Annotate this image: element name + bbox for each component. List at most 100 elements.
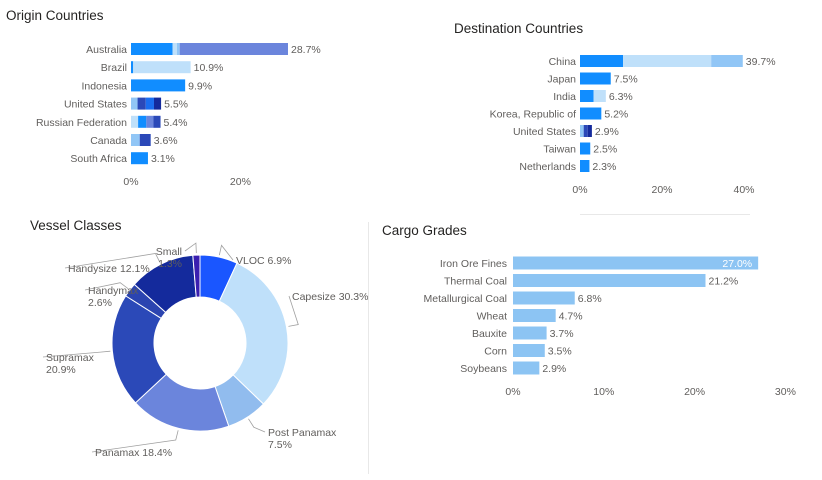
data-label-metallurgical-coal: 6.8% [578,293,602,305]
slice-label-line: 20.9% [46,364,76,376]
vessel-classes-chart: VLOC 6.9%Capesize 30.3%Post Panamax 7.5%P… [42,242,368,459]
leader-line-handymax [84,282,129,291]
bar-thermal-coal [513,274,706,287]
slice-label-post: Post Panamax 7.5% [268,427,337,451]
bar-segment-india-1 [593,90,606,102]
slice-label-line: Small [156,246,182,258]
category-label-korea-republic-of: Korea, Republic of [490,109,576,121]
bar-metallurgical-coal [513,291,575,305]
slice-label-panamax: Panamax 18.4% [95,447,172,459]
data-label-indonesia: 9.9% [188,80,212,92]
bar-segment-japan-0 [580,72,611,85]
slice-label-line: 2.6% [88,297,112,309]
category-label-south-africa: South Africa [70,153,127,165]
bar-segment-korea-republic-of-0 [580,107,602,120]
leader-line-small [184,242,197,254]
data-label-wheat: 4.7% [559,311,583,323]
leader-line-vloc [218,244,234,261]
category-label-australia: Australia [86,44,127,56]
bar-wheat [513,309,556,322]
category-label-canada: Canada [90,135,127,147]
bar-corn [513,344,545,357]
bar-segment-united-states-3 [153,97,162,110]
bar-segment-taiwan-0 [580,142,591,155]
bar-segment-australia-3 [179,43,288,55]
bar-segment-china-1 [623,55,712,67]
slice-label-vloc: VLOC 6.9% [236,255,291,267]
leader-line-capesize [288,295,299,327]
data-label-thermal-coal: 21.2% [708,276,738,288]
slice-label-line: Handysize 12.1% [68,263,150,275]
bar-segment-russian-federation-0 [131,115,139,128]
bar-segment-russian-federation-1 [138,115,147,128]
data-label-netherlands: 2.3% [592,161,616,173]
category-label-china: China [549,56,577,68]
x-tick-label-0: 0% [123,176,138,188]
x-tick-label-10: 10% [593,386,614,398]
category-label-united-states: United States [513,126,576,138]
category-label-indonesia: Indonesia [81,80,127,92]
bar-segment-united-states-0 [131,97,138,110]
data-label-united-states: 2.9% [595,126,619,138]
category-label-taiwan: Taiwan [543,144,576,156]
slice-label-line: 7.5% [268,439,292,451]
slice-label-supramax: Supramax 20.9% [46,352,95,376]
bar-segment-australia-2 [176,43,180,55]
data-label-australia: 28.7% [291,44,321,56]
x-tick-label-20: 20% [230,176,251,188]
category-label-corn: Corn [484,346,507,358]
data-label-canada: 3.6% [154,135,178,147]
slice-label-capesize: Capesize 30.3% [292,291,368,303]
category-label-japan: Japan [547,74,576,86]
x-tick-label-0: 0% [505,386,520,398]
bar-segment-united-states-1 [583,125,588,137]
leader-line-panamax [91,430,179,453]
x-tick-label-20: 20% [684,386,705,398]
bar-segment-russian-federation-2 [146,115,154,128]
bar-segment-canada-0 [131,134,140,146]
bar-bauxite [513,326,547,340]
x-tick-label-0: 0% [572,184,587,196]
category-label-wheat: Wheat [477,311,507,323]
slice-label-line: VLOC 6.9% [236,255,291,267]
slice-label-line: Post Panamax [268,427,337,439]
slice-label-line: Panamax 18.4% [95,447,172,459]
x-tick-label-20: 20% [651,184,672,196]
category-label-russian-federation: Russian Federation [36,117,127,129]
category-label-brazil: Brazil [101,62,127,74]
slice-label-handymax: Handymax 2.6% [88,285,139,309]
x-tick-label-30: 30% [775,386,796,398]
category-label-united-states: United States [64,99,127,111]
data-label-iron-ore-fines: 27.0% [722,258,752,270]
category-label-thermal-coal: Thermal Coal [444,276,507,288]
cargo-grades-chart: Iron Ore Fines 27.0% Thermal Coal 21.2% Meta… [424,256,796,398]
data-label-soybeans: 2.9% [542,363,566,375]
donut-slice-small [192,254,201,298]
bar-segment-australia-0 [131,43,173,55]
category-label-iron-ore-fines: Iron Ore Fines [440,258,507,270]
bar-segment-australia-1 [172,43,177,55]
slice-label-handysize: Handysize 12.1% [68,263,150,275]
bar-segment-india-0 [580,90,594,102]
bar-segment-united-states-2 [145,97,154,110]
bar-segment-canada-1 [139,134,151,146]
data-label-south-africa: 3.1% [151,153,175,165]
data-label-china: 39.7% [746,56,776,68]
vessel-classes-title: Vessel Classes [30,218,122,233]
category-label-india: India [553,91,576,103]
category-label-soybeans: Soybeans [460,363,507,375]
vertical-divider [368,222,369,474]
bar-soybeans [513,361,540,375]
origin-countries-chart: Australia 28.7% Brazil 10.9% Indonesia 9.9% Un… [36,43,321,188]
data-label-corn: 3.5% [548,346,572,358]
data-label-korea-republic-of: 5.2% [604,109,628,121]
slice-label-line: Handymax [88,285,139,297]
bar-segment-indonesia-0 [131,79,186,92]
horizontal-divider [580,214,750,215]
slice-label-line: 1.3% [158,258,182,270]
bar-segment-south-africa-0 [131,152,148,165]
data-label-bauxite: 3.7% [550,328,574,340]
bar-segment-brazil-1 [133,61,191,74]
category-label-metallurgical-coal: Metallurgical Coal [424,293,507,305]
data-label-taiwan: 2.5% [593,144,617,156]
